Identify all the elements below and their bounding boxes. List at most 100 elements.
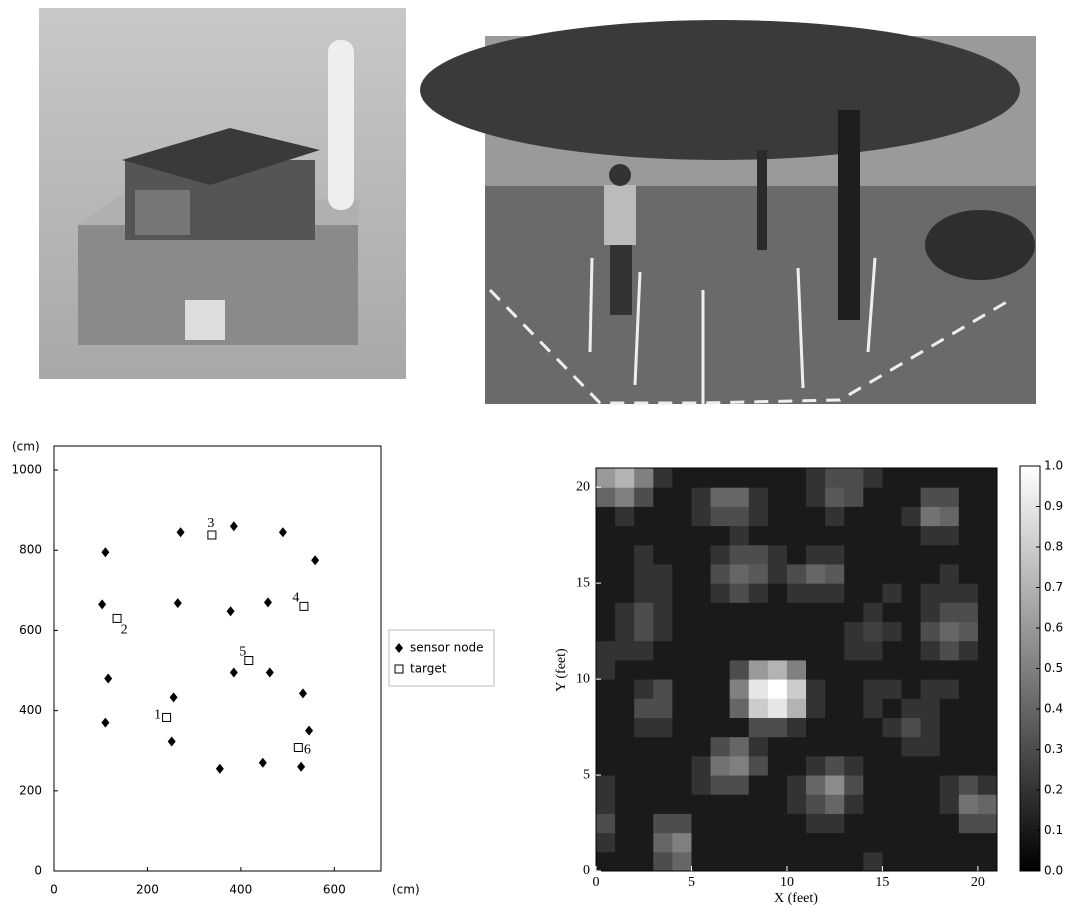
heat-cell [653, 640, 673, 661]
heat-cell [786, 813, 807, 834]
heat-cell [806, 736, 826, 757]
heat-cell [901, 468, 922, 488]
heat-cell [672, 583, 692, 603]
heat-cell [634, 602, 654, 623]
heat-cell [825, 544, 845, 565]
heat-cell [863, 679, 883, 699]
heat-cell [767, 583, 788, 603]
heat-cell [710, 468, 731, 488]
x-axis-label: X (feet) [774, 891, 818, 906]
point [101, 547, 110, 558]
heat-cell [672, 755, 692, 776]
heat-cell [748, 698, 769, 718]
heat-cell [958, 563, 979, 584]
heat-cell [844, 775, 864, 795]
heat-cell [825, 487, 845, 507]
heat-cell [863, 659, 883, 680]
heat-cell [672, 602, 692, 623]
heat-cell [882, 602, 903, 623]
legend-label: target [410, 662, 447, 676]
heat-cell [729, 506, 750, 527]
heat-cell [844, 487, 864, 507]
point [215, 763, 224, 774]
heat-cell [977, 602, 998, 623]
x-tick-label: 10 [780, 875, 794, 890]
heat-cell [786, 851, 807, 872]
heat-cell [748, 583, 769, 603]
heat-cell [653, 736, 673, 757]
point [112, 613, 122, 623]
heat-cell [691, 602, 712, 623]
heat-cell [939, 679, 960, 699]
heat-cell [634, 544, 654, 565]
heat-cell [882, 487, 903, 507]
heat-cell [786, 602, 807, 623]
heat-cell [825, 679, 845, 699]
heat-cell [653, 563, 673, 584]
heat-cell [863, 851, 883, 872]
heat-cell [863, 813, 883, 834]
heat-cell [958, 755, 979, 776]
heat-cell [977, 755, 998, 776]
heat-cell [615, 563, 635, 584]
heat-cell [729, 563, 750, 584]
heat-cell [748, 468, 769, 488]
heat-cell [939, 659, 960, 680]
point [244, 656, 254, 666]
heat-cell [634, 679, 654, 699]
legend-marker [394, 664, 404, 674]
colorbar-tick-label: 0.8 [1044, 540, 1063, 554]
heat-cell [729, 525, 750, 546]
heat-cell [767, 525, 788, 546]
heat-cell [901, 755, 922, 776]
heat-cell [958, 583, 979, 603]
y-tick-label: 800 [19, 543, 42, 557]
heat-cell [977, 736, 998, 757]
heat-cell [939, 698, 960, 718]
heat-cell [748, 851, 769, 872]
heat-cell [882, 640, 903, 661]
field-photo [420, 20, 1036, 405]
heat-cell [920, 717, 941, 738]
heat-cell [901, 794, 922, 814]
heat-cell [615, 544, 635, 565]
heat-cell [596, 832, 616, 853]
heat-cell [767, 468, 788, 488]
heat-cell [863, 544, 883, 565]
heat-cell [882, 544, 903, 565]
heat-cell [882, 679, 903, 699]
heat-cell [901, 775, 922, 795]
heat-cell [882, 583, 903, 603]
heat-cell [806, 544, 826, 565]
heat-cell [634, 698, 654, 718]
heat-cell [844, 736, 864, 757]
heat-cell [882, 775, 903, 795]
heat-cell [653, 525, 673, 546]
heat-cell [767, 621, 788, 642]
heat-cell [958, 487, 979, 507]
y-tick-label: 15 [576, 575, 590, 590]
plot-frame [595, 467, 998, 872]
heat-cell [615, 851, 635, 872]
heat-cell [825, 621, 845, 642]
heat-cell [977, 851, 998, 872]
point [305, 725, 314, 736]
heat-cell [844, 583, 864, 603]
heat-cell [653, 602, 673, 623]
heat-cell [863, 698, 883, 718]
heat-cell [786, 506, 807, 527]
y-tick-label: 0 [583, 863, 590, 878]
heat-cell [653, 679, 673, 699]
heat-cell [825, 468, 845, 488]
heat-cell [710, 832, 731, 853]
heat-cell [653, 621, 673, 642]
point [278, 527, 287, 538]
heat-cell [806, 717, 826, 738]
heat-cell [958, 775, 979, 795]
heat-cell [901, 659, 922, 680]
heat-cell [691, 851, 712, 872]
heat-cell [710, 659, 731, 680]
heat-cell [634, 487, 654, 507]
heat-cell [767, 717, 788, 738]
heat-cell [672, 544, 692, 565]
